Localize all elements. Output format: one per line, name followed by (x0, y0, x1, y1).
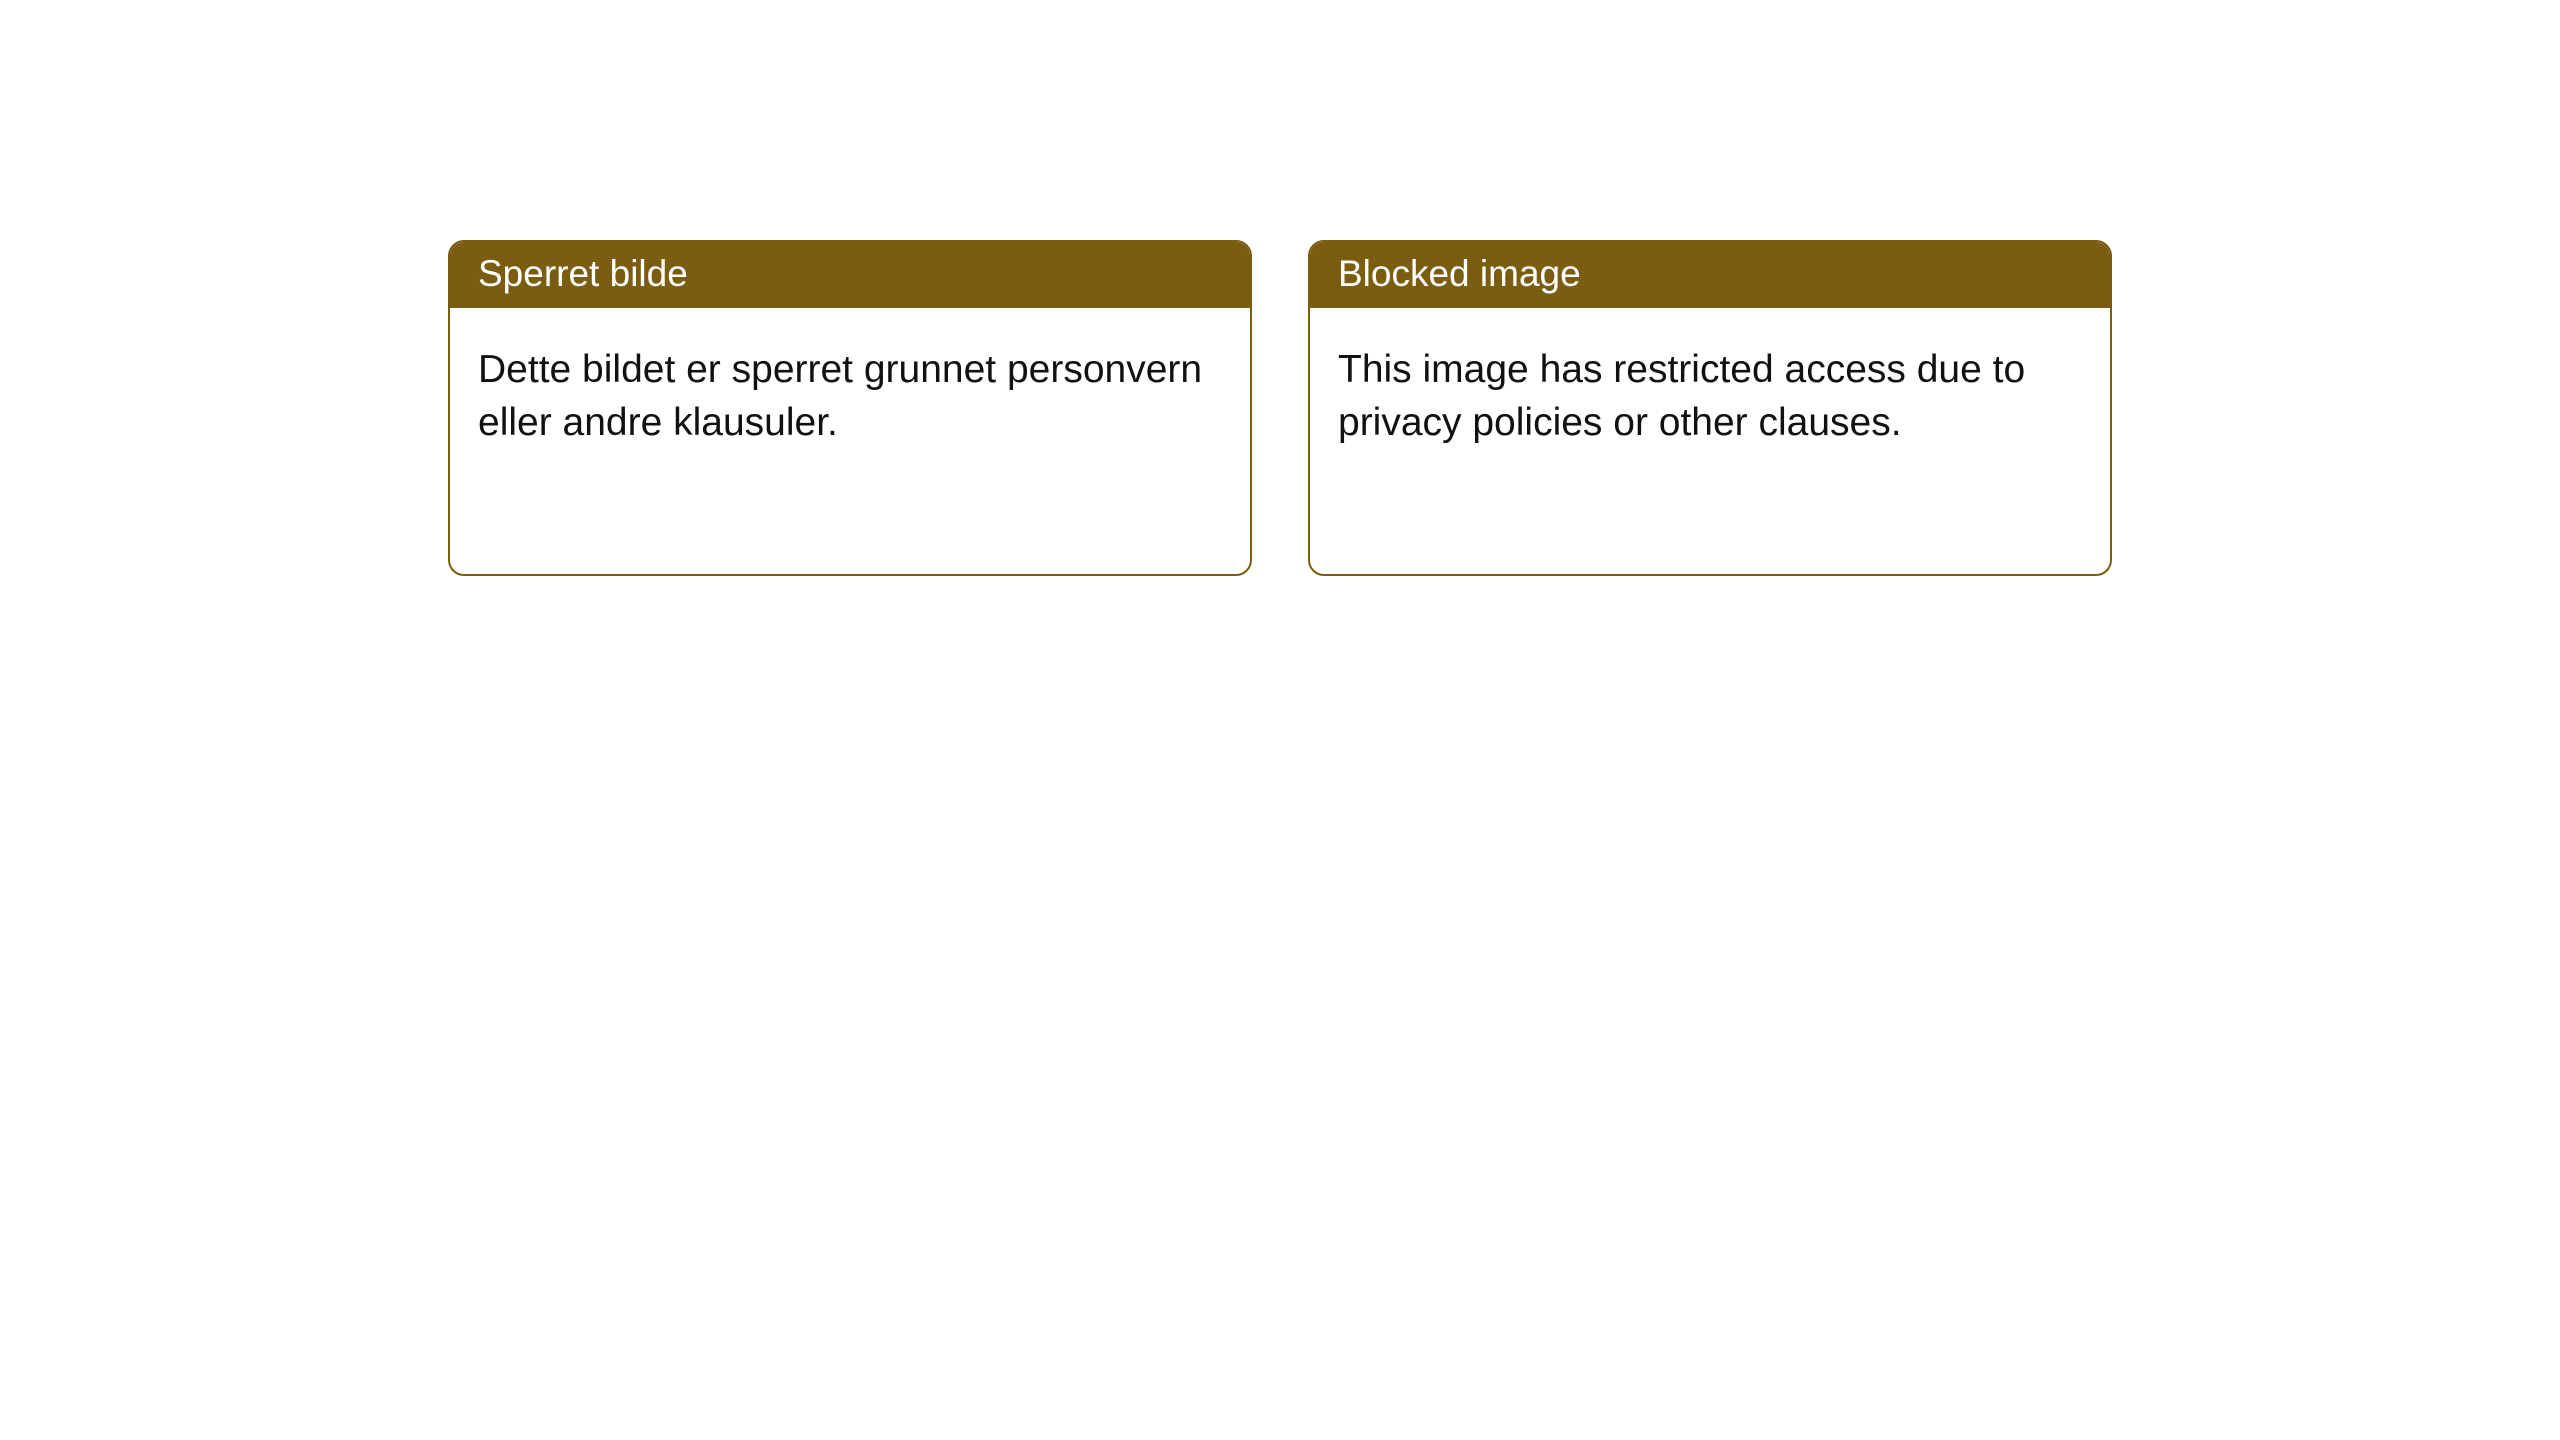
notice-card-en: Blocked image This image has restricted … (1308, 240, 2112, 576)
notice-body-en: This image has restricted access due to … (1310, 308, 2110, 477)
notice-card-no: Sperret bilde Dette bildet er sperret gr… (448, 240, 1252, 576)
notice-body-no: Dette bildet er sperret grunnet personve… (450, 308, 1250, 477)
notice-title-en: Blocked image (1310, 242, 2110, 308)
notice-container: Sperret bilde Dette bildet er sperret gr… (0, 0, 2560, 576)
notice-title-no: Sperret bilde (450, 242, 1250, 308)
